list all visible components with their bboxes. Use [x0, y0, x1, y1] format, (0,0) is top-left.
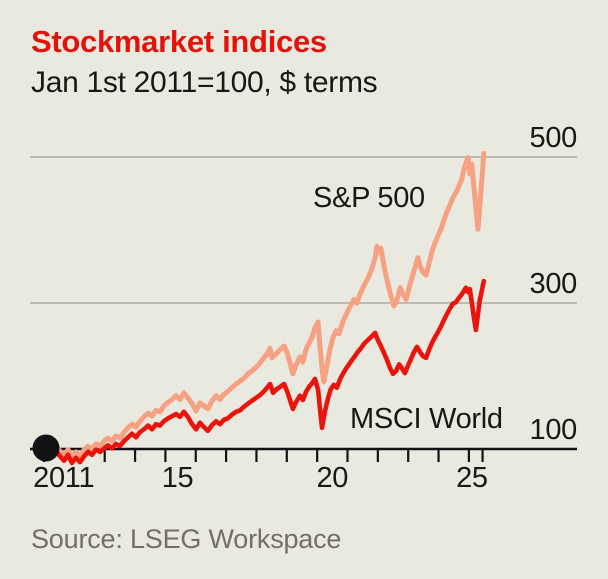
y-axis-label-500: 500 — [529, 122, 578, 154]
series-label-sp500: S&P 500 — [313, 182, 425, 214]
start-dot-marker — [32, 434, 60, 462]
source-note: Source: LSEG Workspace — [31, 524, 342, 554]
y-axis-label-100: 100 — [529, 414, 578, 446]
chart-title: Stockmarket indices — [31, 24, 327, 59]
x-axis-label-15: 15 — [161, 462, 194, 494]
x-axis-label-2011: 2011 — [33, 462, 95, 494]
y-axis-label-300: 300 — [529, 268, 578, 300]
x-axis-label-25: 25 — [456, 462, 488, 494]
series-label-msci-world: MSCI World — [350, 403, 503, 435]
series-line-sp500 — [41, 150, 487, 460]
x-axis-label-20: 20 — [316, 462, 349, 494]
chart-subtitle: Jan 1st 2011=100, $ terms — [31, 66, 378, 99]
series-line-msci-world — [41, 278, 487, 466]
